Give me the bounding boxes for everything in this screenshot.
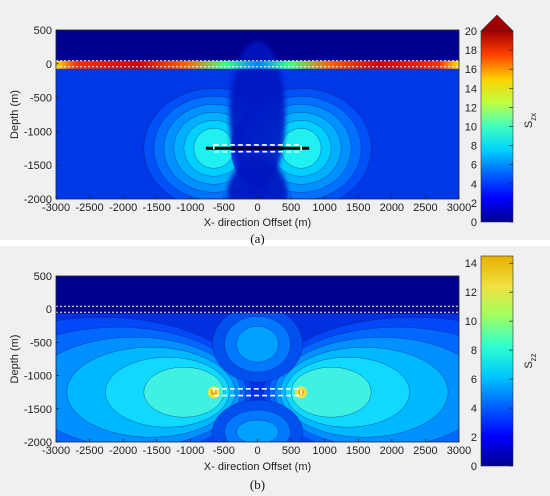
y-tick-label: -500 <box>30 93 52 105</box>
surface-band <box>56 305 459 314</box>
x-tick-label: 1500 <box>346 202 370 214</box>
y-tick-label: -1500 <box>24 404 52 416</box>
colorbar-tick-label: 10 <box>465 316 477 328</box>
panel-a: -3000 -2500 -2000 -1500 -1000 -500 0 500 1000 150… <box>9 14 538 246</box>
colorbar-tick-label: 14 <box>465 258 477 270</box>
colorbar-label-main: S <box>523 361 535 368</box>
colorbar-label-main: S <box>523 121 535 128</box>
x-tick-label: -1000 <box>176 445 204 457</box>
colorbar-tick-label: 18 <box>465 45 477 57</box>
y-tick-label: -2000 <box>24 437 52 449</box>
surface-band <box>56 60 459 69</box>
y-tick-label: -2000 <box>24 194 52 206</box>
y-tick-label: 500 <box>34 25 52 37</box>
x-tick-label: -2000 <box>109 202 137 214</box>
colorbar <box>480 30 514 223</box>
fracture-box <box>213 144 302 153</box>
x-tick-label: 1000 <box>312 445 336 457</box>
y-tick-label: 500 <box>34 271 52 283</box>
x-tick-label: 1000 <box>312 202 336 214</box>
panel-label: (b) <box>250 477 265 492</box>
colorbar-tick-label: 0 <box>471 217 477 229</box>
colorbar-extend-arrow <box>480 14 514 32</box>
x-tick-label: 2000 <box>380 202 404 214</box>
x-tick-label: -3000 <box>42 202 70 214</box>
colorbar-tick-label: 2 <box>471 198 477 210</box>
colorbar-label-sub: zz <box>529 353 538 361</box>
contour-lobe <box>290 367 372 418</box>
central-low <box>229 41 286 192</box>
x-tick-label: -3000 <box>42 445 70 457</box>
x-tick-label: -2500 <box>76 445 104 457</box>
x-tick-label: -1000 <box>176 202 204 214</box>
fracture-box <box>213 388 302 397</box>
y-tick-label: 0 <box>46 304 52 316</box>
colorbar-tick-label: 2 <box>471 432 477 444</box>
panel-b: -3000 -2500 -2000 -1500 -1000 -500 0 500 1000 150… <box>9 255 538 492</box>
colorbar-tick-label: 0 <box>471 461 477 473</box>
x-tick-label: -2000 <box>109 445 137 457</box>
colorbar-label-sub: zx <box>529 113 538 121</box>
y-axis-label: Depth (m) <box>9 90 21 139</box>
colorbar-tick-label: 4 <box>471 403 477 415</box>
y-axis-label: Depth (m) <box>9 335 21 384</box>
x-tick-label: -500 <box>213 445 235 457</box>
colorbar <box>480 255 514 467</box>
x-tick-label: 3000 <box>447 202 471 214</box>
x-tick-label: -1500 <box>143 202 171 214</box>
contour-lobe <box>236 326 279 363</box>
y-tick-label: -1500 <box>24 160 52 172</box>
y-tick-label: 0 <box>46 59 52 71</box>
contour-lobe <box>143 367 225 418</box>
bottom-low <box>227 159 288 199</box>
colorbar-label: Szx <box>523 113 538 128</box>
colorbar-tick-label: 6 <box>471 374 477 386</box>
x-tick-label: 0 <box>254 445 260 457</box>
x-tick-label: 1500 <box>346 445 370 457</box>
x-tick-label: 500 <box>282 445 300 457</box>
colorbar-tick-label: 6 <box>471 160 477 172</box>
x-tick-label: -500 <box>213 202 235 214</box>
x-tick-label: 2500 <box>413 202 437 214</box>
colorbar-tick-label: 10 <box>465 122 477 134</box>
stress-field <box>56 276 459 442</box>
x-tick-label: 500 <box>282 202 300 214</box>
x-tick-label: 2000 <box>380 445 404 457</box>
panel-label: (a) <box>250 231 264 246</box>
colorbar-tick-label: 12 <box>465 287 477 299</box>
colorbar-tick-label: 20 <box>465 26 477 38</box>
y-tick-label: -1000 <box>24 371 52 383</box>
colorbar-tick-label: 12 <box>465 102 477 114</box>
x-axis-label: X- direction Offset (m) <box>204 461 311 473</box>
colorbar-tick-label: 8 <box>471 141 477 153</box>
x-axis-label: X- direction Offset (m) <box>204 217 311 229</box>
x-tick-label: 0 <box>254 202 260 214</box>
colorbar-tick-label: 4 <box>471 179 477 191</box>
contour-lobe <box>236 419 279 442</box>
colorbar-label: Szz <box>523 353 538 368</box>
x-tick-label: 2500 <box>413 445 437 457</box>
colorbar-tick-label: 8 <box>471 345 477 357</box>
y-tick-label: -1000 <box>24 126 52 138</box>
x-tick-label: 3000 <box>447 445 471 457</box>
colorbar-tick-label: 16 <box>465 64 477 76</box>
x-tick-label: -1500 <box>143 445 171 457</box>
x-tick-label: -2500 <box>76 202 104 214</box>
colorbar-tick-label: 14 <box>465 83 477 95</box>
y-tick-label: -500 <box>30 337 52 349</box>
